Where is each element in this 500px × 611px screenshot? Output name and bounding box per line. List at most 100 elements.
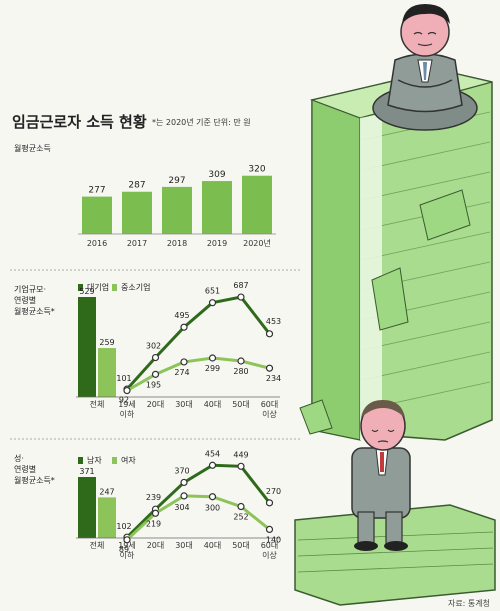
- legend-swatch-2: [112, 457, 117, 464]
- data-point: [237, 357, 245, 365]
- x-tick-label: 2017: [127, 239, 147, 248]
- data-value-label: 252: [233, 513, 248, 522]
- legend-label-1: 대기업: [87, 283, 109, 292]
- data-point: [180, 323, 188, 331]
- legend-label-1: 남자: [87, 456, 102, 465]
- bar: [122, 191, 152, 234]
- x-tick-label: 2019: [207, 239, 227, 248]
- data-point: [123, 386, 131, 395]
- series-line-2: [125, 494, 271, 541]
- x-tick-label: 40대: [204, 400, 222, 409]
- x-tick-label: 60대 이상: [261, 541, 279, 560]
- data-point: [237, 502, 245, 511]
- page-title: 임금근로자 소득 현황: [12, 113, 147, 131]
- legend-label-2: 중소기업: [121, 283, 150, 292]
- data-value-label: 239: [146, 493, 161, 502]
- data-value-label: 219: [146, 519, 161, 528]
- series-line-1: [125, 295, 271, 391]
- data-point: [123, 536, 131, 544]
- bar-value-label: 287: [128, 181, 145, 191]
- overall-value-label: 247: [99, 487, 114, 496]
- data-point: [180, 492, 188, 500]
- x-tick-label: 50대: [232, 541, 250, 550]
- x-tick-label: 19세 이하: [118, 400, 136, 419]
- data-value-label: 304: [174, 503, 189, 512]
- data-point: [265, 330, 274, 338]
- data-point: [208, 299, 217, 307]
- data-point: [208, 354, 217, 362]
- chart1-label: 월평균소득: [14, 143, 51, 153]
- x-tick-label: 전체: [90, 399, 105, 409]
- data-value-label: 280: [233, 367, 248, 376]
- series-line-2: [126, 356, 270, 392]
- money-stack-illustration: [294, 69, 496, 606]
- x-tick-label: 20대: [147, 541, 165, 550]
- data-value-label: 102: [116, 522, 131, 531]
- unit-note: *는 2020년 기준 단위: 만 원: [152, 118, 251, 127]
- legend-swatch-2: [112, 284, 117, 291]
- data-value-label: 687: [233, 281, 248, 290]
- x-tick-label: 40대: [204, 541, 222, 550]
- x-tick-label: 전체: [90, 540, 105, 550]
- bar: [162, 186, 192, 234]
- bar: [242, 175, 272, 234]
- data-value-label: 454: [205, 449, 220, 458]
- bar-value-label: 297: [168, 176, 185, 186]
- x-tick-label: 2016: [87, 239, 107, 248]
- overall-bar: [98, 348, 116, 397]
- x-tick-label: 60대 이상: [261, 400, 279, 419]
- bar: [202, 181, 232, 234]
- overall-value-label: 371: [79, 467, 94, 476]
- bar-value-label: 320: [248, 165, 265, 175]
- overall-value-label: 529: [79, 287, 94, 296]
- legend-swatch-1: [78, 457, 83, 464]
- data-point: [208, 461, 217, 469]
- data-point: [180, 358, 188, 366]
- data-point: [265, 525, 274, 534]
- data-value-label: 270: [266, 487, 281, 496]
- rich-businessman-illustration: [372, 4, 478, 131]
- x-tick-label: 30대: [175, 400, 193, 409]
- chart-label: 성· 연령별 월평균소득*: [14, 454, 55, 485]
- data-point: [237, 462, 245, 470]
- data-point: [151, 370, 160, 378]
- data-value-label: 101: [116, 374, 131, 383]
- x-tick-label: 20대: [147, 400, 165, 409]
- data-value-label: 92: [119, 396, 129, 405]
- data-value-label: 234: [266, 374, 281, 383]
- data-value-label: 89: [119, 545, 129, 554]
- data-value-label: 195: [146, 380, 161, 389]
- overall-bar: [98, 497, 116, 538]
- data-point: [180, 478, 188, 487]
- data-value-label: 300: [205, 504, 220, 513]
- data-value-label: 370: [174, 466, 189, 475]
- x-tick-label: 50대: [232, 400, 250, 409]
- data-value-label: 274: [174, 368, 189, 377]
- x-tick-label: 2020년: [243, 238, 271, 248]
- data-value-label: 449: [233, 450, 248, 459]
- overall-bar: [78, 477, 96, 538]
- bar-value-label: 309: [208, 170, 225, 180]
- data-point: [208, 493, 217, 501]
- bar: [82, 196, 112, 234]
- x-tick-label: 2018: [167, 239, 187, 248]
- data-point: [151, 509, 160, 517]
- poor-worker-illustration: [351, 400, 411, 551]
- data-point: [151, 353, 160, 362]
- bar-value-label: 277: [88, 186, 105, 196]
- data-value-label: 651: [205, 287, 220, 296]
- source-note: 자료: 통계청: [447, 599, 490, 608]
- x-tick-label: 19세 이하: [118, 541, 136, 560]
- overall-bar: [78, 297, 96, 397]
- data-value-label: 299: [205, 364, 220, 373]
- overall-value-label: 259: [99, 338, 114, 347]
- chart-label: 기업규모· 연령별 월평균소득*: [14, 285, 55, 316]
- data-value-label: 302: [146, 342, 161, 351]
- data-value-label: 140: [266, 535, 281, 544]
- series-line-1: [125, 463, 271, 539]
- x-tick-label: 30대: [175, 541, 193, 550]
- data-point: [237, 293, 245, 301]
